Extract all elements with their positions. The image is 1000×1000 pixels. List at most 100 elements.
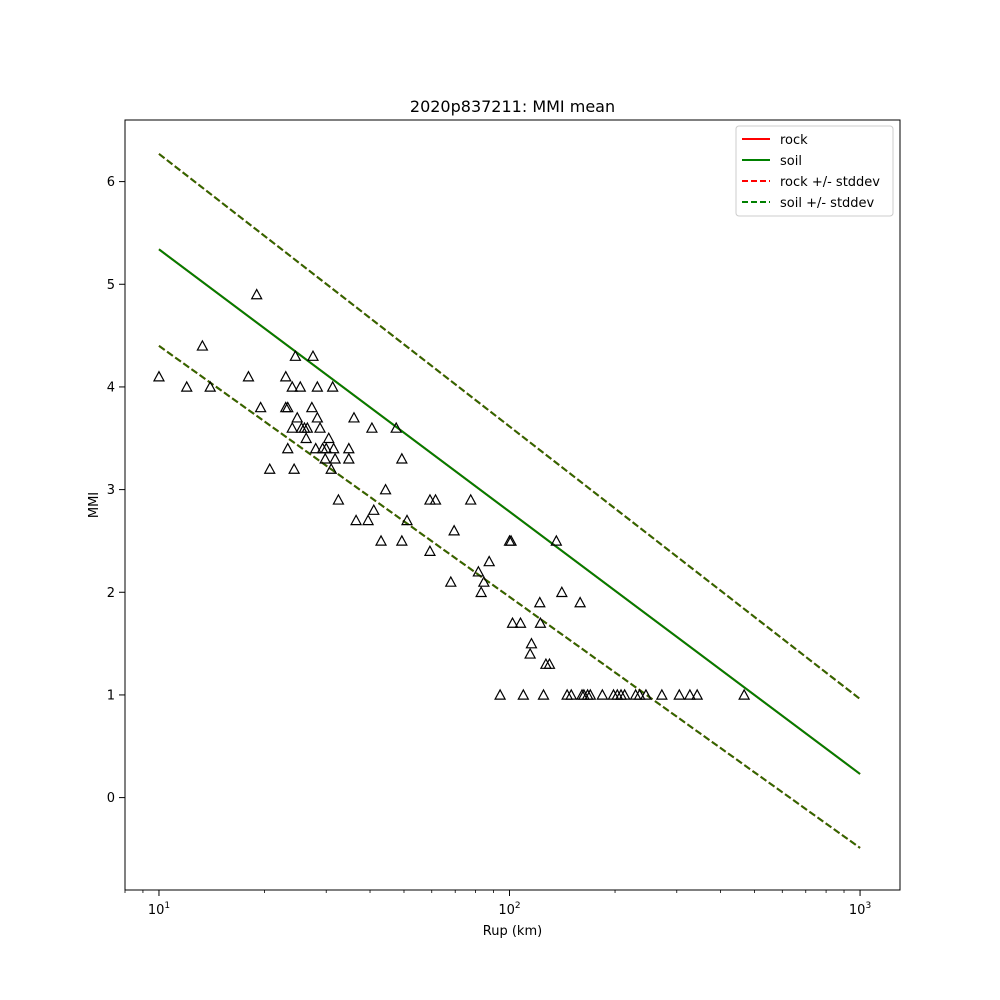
data-point-triangle [565, 688, 578, 700]
y-axis-label: MMI [87, 492, 102, 518]
data-point-triangle [555, 586, 568, 598]
plot-frame [124, 119, 901, 891]
data-point-triangle [537, 688, 550, 700]
data-point-triangle [550, 534, 563, 546]
data-point-triangle [596, 688, 609, 700]
data-point-triangle [472, 565, 485, 577]
data-point-triangle [286, 380, 299, 392]
data-point-triangle [309, 442, 322, 454]
y-tick-label: 3 [107, 483, 115, 498]
data-point-triangle [448, 524, 461, 536]
data-point-triangle [525, 637, 538, 649]
data-point-triangle [152, 370, 165, 382]
data-point-triangle [574, 596, 587, 608]
data-point-triangle [444, 575, 457, 587]
legend: rock soil rock +/- stddev soil +/- stddev [735, 125, 894, 217]
data-point-triangle [250, 288, 263, 300]
series-line-soil-stddev-4 [158, 153, 861, 700]
data-point-triangle [306, 349, 319, 361]
data-point-triangle [196, 339, 209, 351]
data-point-triangle [475, 586, 488, 598]
data-point-triangle [326, 380, 339, 392]
data-point-triangle [584, 688, 597, 700]
legend-box [735, 125, 894, 217]
legend-label: rock +/- stddev [780, 175, 880, 190]
data-point-triangle [332, 493, 345, 505]
data-point-triangle [673, 688, 686, 700]
y-tick-label: 4 [107, 380, 115, 395]
x-axis-label: Rup (km) [483, 924, 542, 939]
y-tick-label: 1 [107, 688, 115, 703]
data-point-triangle [263, 462, 276, 474]
data-point-triangle [395, 452, 408, 464]
data-point-triangle [311, 380, 324, 392]
data-point-triangle [305, 401, 318, 413]
data-point-triangle [464, 493, 477, 505]
data-point-triangle [655, 688, 668, 700]
data-point-triangle [329, 452, 342, 464]
legend-label: rock [780, 133, 808, 148]
data-point-triangle [367, 503, 380, 515]
data-point-triangle [204, 380, 217, 392]
data-point-triangle [301, 421, 314, 433]
data-point-triangle [390, 421, 403, 433]
data-point-triangle [691, 688, 704, 700]
data-point-triangle [375, 534, 388, 546]
data-point-triangle [347, 411, 360, 423]
data-point-triangle [423, 544, 436, 557]
data-point-triangle [505, 534, 518, 546]
x-tick-label: 101 [148, 901, 170, 918]
chart-title: 2020p837211: MMI mean [410, 97, 615, 116]
data-point-triangle [633, 688, 646, 700]
y-tick-label: 6 [107, 175, 115, 190]
data-point-triangle [379, 483, 392, 495]
data-point-triangle [514, 616, 527, 628]
scatter-points [152, 288, 751, 700]
data-point-triangle [319, 452, 332, 464]
data-point-triangle [327, 442, 340, 454]
series-line-soil-3 [158, 248, 861, 775]
data-point-triangle [494, 688, 507, 700]
data-point-triangle [639, 688, 652, 700]
data-point-triangle [365, 421, 378, 433]
data-point-triangle [342, 452, 355, 464]
data-point-triangle [254, 401, 267, 413]
data-point-triangle [401, 514, 414, 526]
data-point-triangle [279, 370, 292, 382]
y-tick-label: 2 [107, 586, 115, 601]
data-point-triangle [281, 401, 294, 413]
data-point-triangle [362, 514, 375, 526]
x-axis: 101 102 103 [124, 890, 871, 918]
y-tick-label: 0 [107, 791, 115, 806]
data-point-triangle [738, 688, 751, 700]
data-point-triangle [320, 442, 333, 454]
data-point-triangle [291, 411, 304, 423]
data-point-triangle [281, 442, 294, 454]
data-point-triangle [300, 432, 313, 444]
data-point-triangle [311, 411, 324, 423]
legend-label: soil [780, 154, 802, 169]
data-point-triangle [517, 688, 530, 700]
data-point-triangle [429, 493, 442, 505]
data-point-triangle [395, 534, 408, 546]
data-point-triangle [288, 462, 301, 474]
data-point-triangle [289, 349, 302, 361]
legend-label: soil +/- stddev [780, 196, 875, 211]
data-point-triangle [294, 380, 307, 392]
data-point-triangle [534, 616, 547, 628]
data-point-triangle [477, 575, 490, 587]
y-tick-label: 5 [107, 278, 115, 293]
data-point-triangle [524, 647, 537, 659]
x-tick-label: 103 [849, 901, 871, 918]
data-point-triangle [543, 657, 556, 669]
data-point-triangle [683, 688, 696, 700]
data-point-triangle [533, 596, 546, 608]
x-tick-label: 102 [498, 901, 520, 918]
data-point-triangle [325, 462, 338, 474]
data-point-triangle [322, 432, 335, 444]
data-point-triangle [180, 380, 193, 392]
series-line-soil-stddev-5 [158, 345, 861, 849]
y-axis: 0 1 2 3 4 5 6 [107, 175, 125, 806]
data-point-triangle [286, 421, 299, 433]
